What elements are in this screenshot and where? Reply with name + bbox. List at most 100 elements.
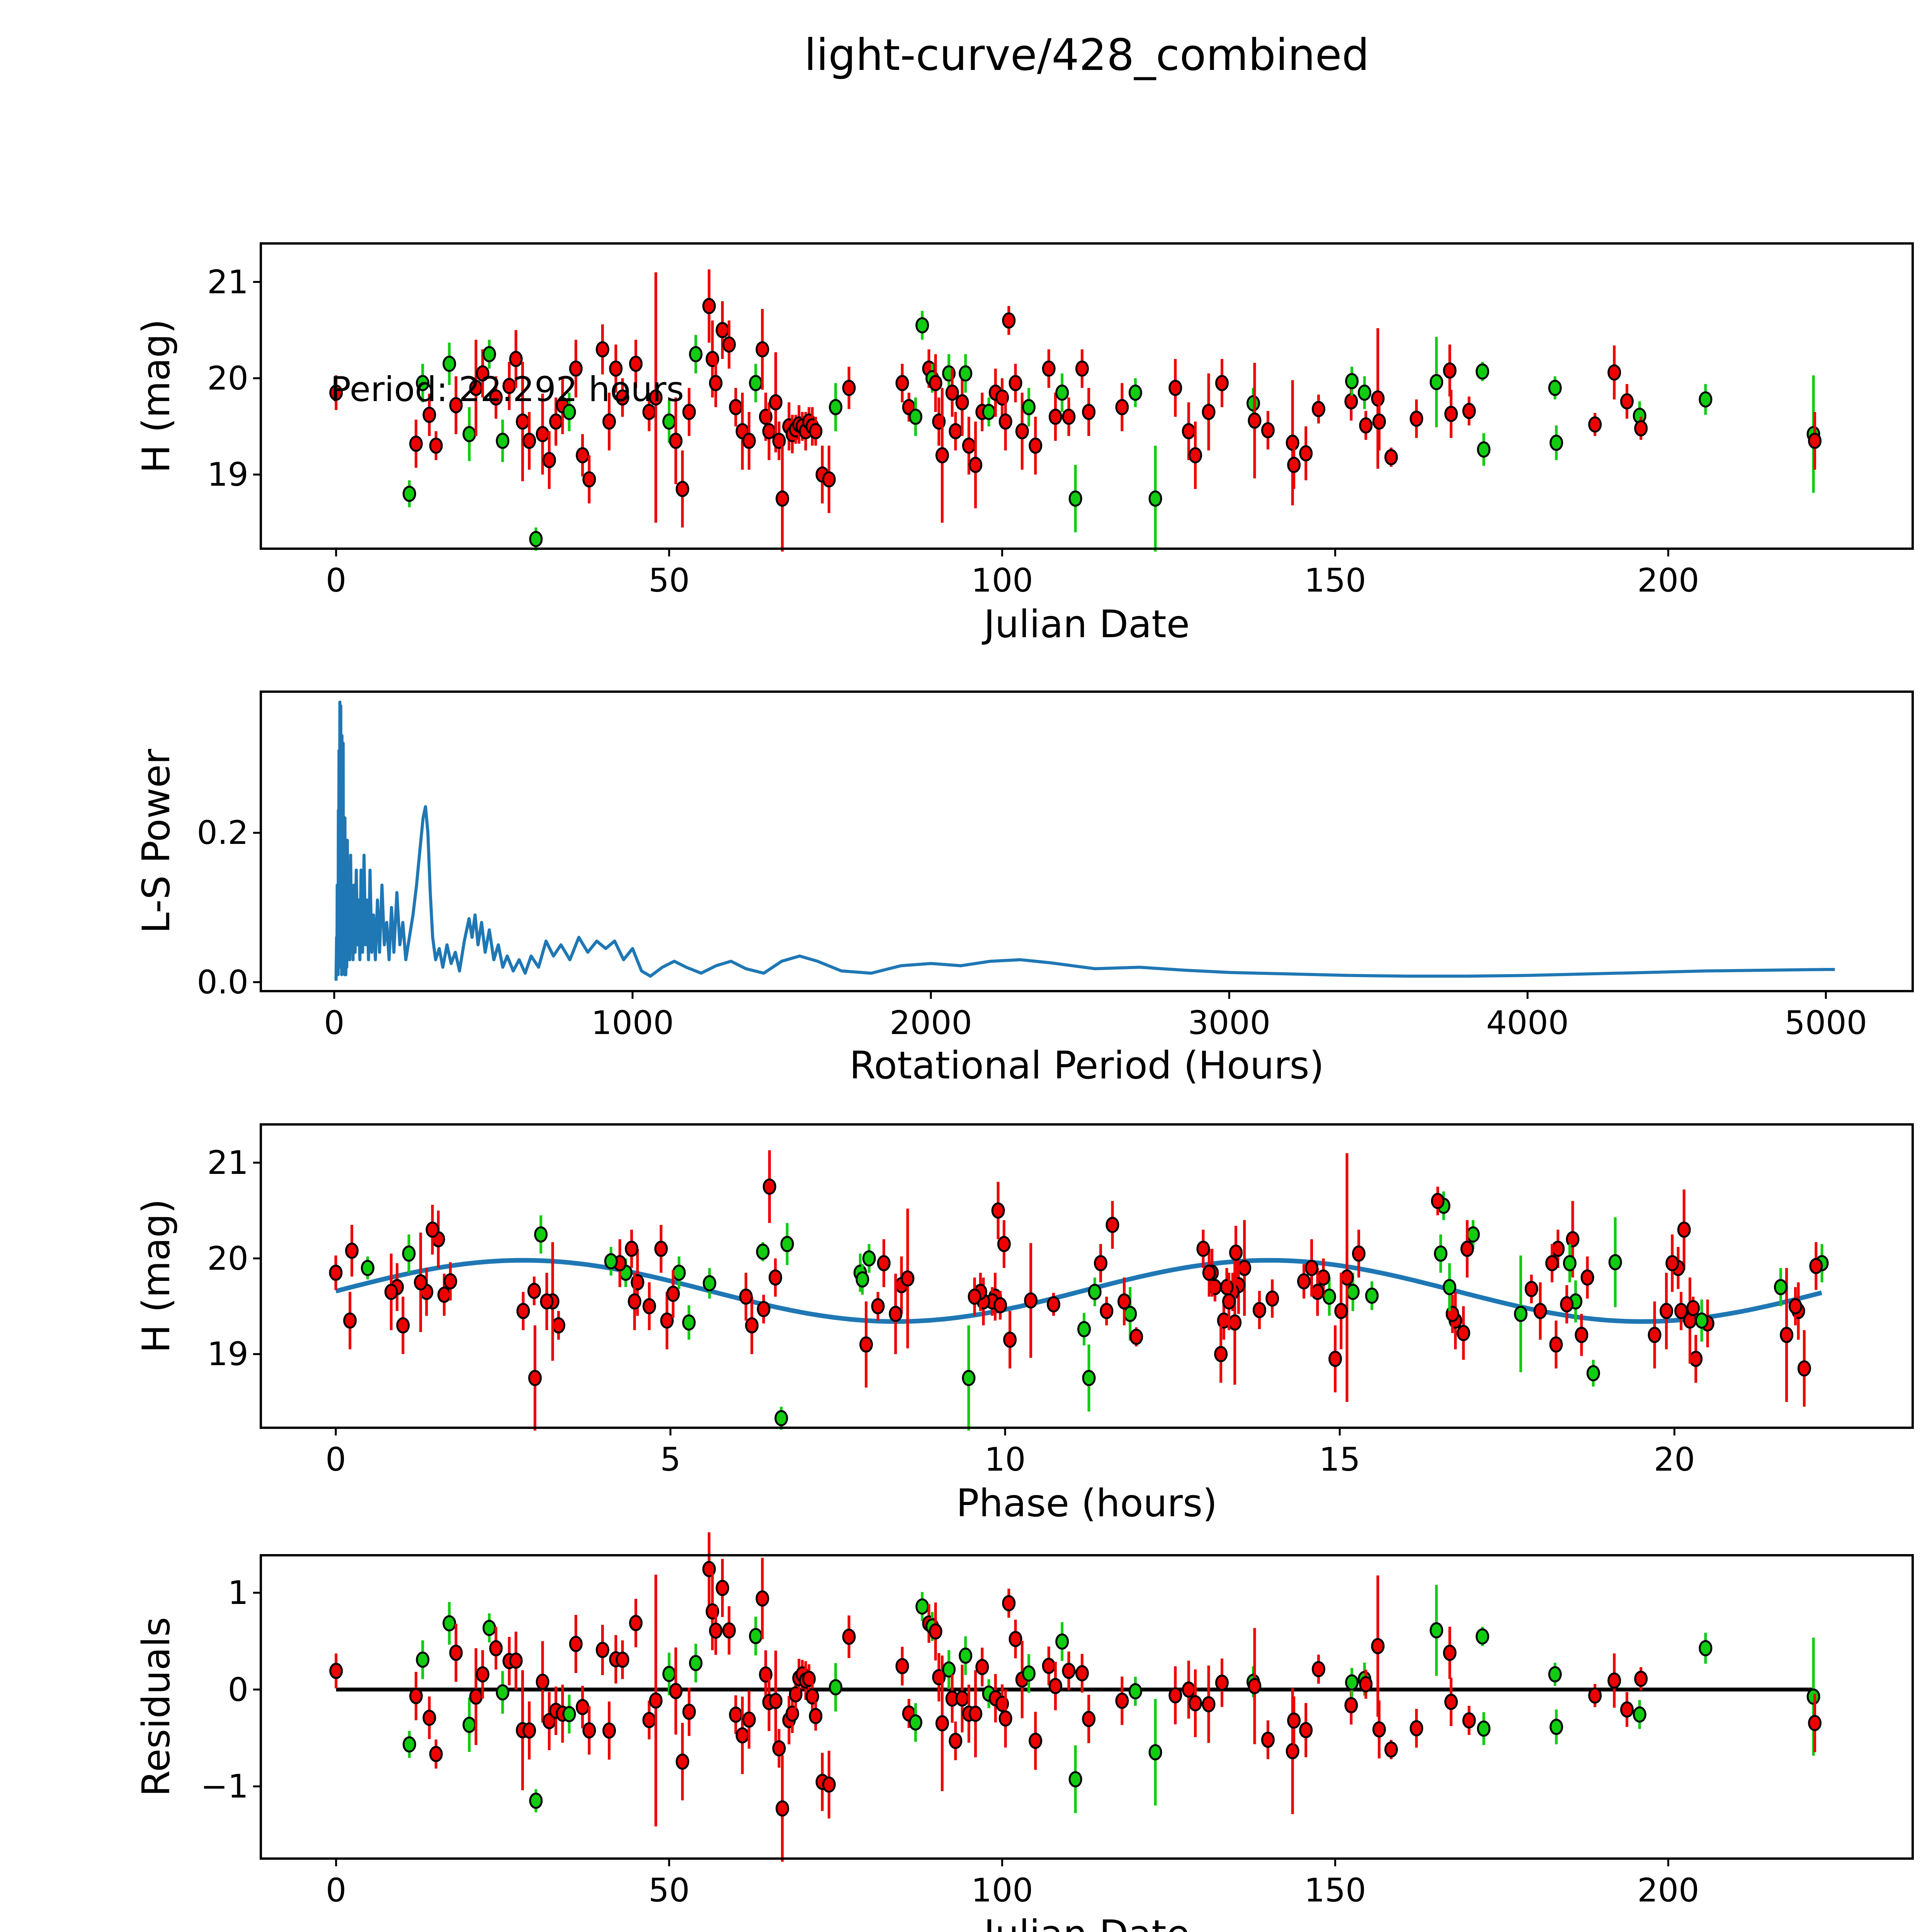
x-axis-label-panel2: Rotational Period (Hours) bbox=[849, 1044, 1324, 1088]
data-point bbox=[496, 1684, 510, 1701]
data-point bbox=[1048, 408, 1062, 425]
data-point bbox=[1248, 412, 1262, 429]
data-point bbox=[959, 1647, 973, 1664]
data-point bbox=[476, 1666, 490, 1683]
data-point bbox=[729, 1706, 743, 1723]
data-point bbox=[829, 1679, 843, 1696]
data-point bbox=[1444, 406, 1458, 422]
data-point bbox=[1047, 1296, 1061, 1313]
data-point bbox=[660, 1312, 674, 1329]
data-point bbox=[1545, 1255, 1559, 1272]
data-point bbox=[969, 457, 983, 473]
data-point bbox=[1695, 1312, 1709, 1329]
data-point bbox=[1548, 1666, 1562, 1683]
data-point bbox=[955, 394, 969, 411]
data-point bbox=[1677, 1221, 1691, 1238]
data-point bbox=[1549, 434, 1563, 451]
data-point bbox=[345, 1242, 359, 1259]
data-point bbox=[1524, 1281, 1538, 1297]
data-point bbox=[1077, 1321, 1091, 1337]
data-point bbox=[576, 447, 590, 464]
data-point bbox=[522, 432, 536, 449]
panel-lightcurve bbox=[253, 242, 1914, 556]
data-point bbox=[772, 432, 786, 449]
data-point bbox=[969, 1706, 983, 1722]
data-point bbox=[959, 365, 973, 382]
data-point bbox=[716, 322, 730, 338]
data-point bbox=[1443, 1645, 1457, 1661]
data-point bbox=[709, 375, 723, 391]
data-point bbox=[562, 1706, 576, 1723]
data-point bbox=[343, 1312, 357, 1329]
data-point bbox=[1549, 1336, 1563, 1353]
data-point bbox=[662, 1666, 676, 1682]
data-point bbox=[1002, 312, 1016, 329]
panel-phased bbox=[253, 1123, 1914, 1435]
data-point bbox=[672, 1264, 686, 1281]
figure-title: light-curve/428_combined bbox=[804, 30, 1369, 80]
data-point bbox=[1608, 1254, 1622, 1270]
data-point bbox=[402, 1245, 416, 1262]
data-point bbox=[1560, 1296, 1574, 1313]
data-point bbox=[1809, 1258, 1823, 1274]
data-point bbox=[689, 1655, 703, 1671]
data-point bbox=[776, 1800, 789, 1817]
data-point bbox=[1620, 1701, 1634, 1718]
data-point bbox=[429, 1746, 443, 1762]
data-point bbox=[1022, 399, 1036, 415]
data-point bbox=[769, 1693, 782, 1709]
data-point bbox=[809, 1708, 823, 1725]
data-point bbox=[1462, 403, 1476, 419]
data-point bbox=[1346, 1284, 1360, 1300]
data-point bbox=[1442, 1279, 1456, 1295]
x-tick-label-lightcurve: 150 bbox=[1304, 561, 1366, 599]
data-point bbox=[529, 1793, 543, 1809]
data-point bbox=[409, 1688, 423, 1704]
data-point bbox=[929, 375, 942, 391]
data-point bbox=[1372, 1721, 1386, 1738]
data-point bbox=[649, 1692, 663, 1709]
data-point bbox=[625, 1240, 639, 1257]
data-point bbox=[1287, 457, 1301, 473]
data-point bbox=[642, 1712, 656, 1728]
data-point bbox=[862, 1250, 876, 1267]
data-point bbox=[1634, 420, 1648, 437]
data-point bbox=[396, 1317, 410, 1334]
data-point bbox=[1797, 1360, 1811, 1377]
data-point bbox=[877, 1255, 891, 1272]
data-point bbox=[654, 1240, 668, 1257]
data-point bbox=[1548, 379, 1562, 396]
data-point bbox=[1607, 364, 1621, 381]
data-point bbox=[871, 1298, 885, 1315]
data-point bbox=[1009, 1631, 1022, 1647]
data-point bbox=[509, 1652, 523, 1669]
data-point bbox=[949, 1733, 963, 1749]
data-point bbox=[935, 447, 949, 464]
x-tick-label-periodogram: 1000 bbox=[591, 1004, 674, 1042]
data-point bbox=[842, 1628, 856, 1645]
data-point bbox=[669, 432, 683, 449]
data-point bbox=[786, 1705, 799, 1722]
data-point bbox=[1168, 1687, 1182, 1704]
data-point bbox=[1055, 1633, 1069, 1650]
data-point bbox=[576, 1699, 590, 1715]
y-tick-label-periodogram: 0.2 bbox=[197, 814, 248, 852]
y-tick-label-phased: 21 bbox=[207, 1144, 248, 1182]
data-point bbox=[1384, 449, 1398, 466]
y-tick-label-lightcurve: 19 bbox=[207, 456, 248, 494]
y-tick-label-residuals: −1 bbox=[201, 1767, 248, 1806]
x-tick-label-periodogram: 3000 bbox=[1188, 1004, 1271, 1042]
data-point bbox=[1128, 1683, 1142, 1700]
data-point bbox=[1344, 393, 1358, 410]
data-point bbox=[416, 375, 430, 391]
data-point bbox=[509, 351, 523, 367]
data-point bbox=[515, 413, 529, 430]
data-point bbox=[1633, 1706, 1646, 1723]
data-point bbox=[1009, 375, 1022, 391]
data-point bbox=[1228, 1314, 1242, 1331]
data-point bbox=[929, 1623, 942, 1640]
data-point bbox=[1429, 1622, 1443, 1639]
data-point bbox=[1372, 413, 1386, 430]
data-point bbox=[1261, 422, 1275, 439]
data-point bbox=[1029, 437, 1043, 454]
